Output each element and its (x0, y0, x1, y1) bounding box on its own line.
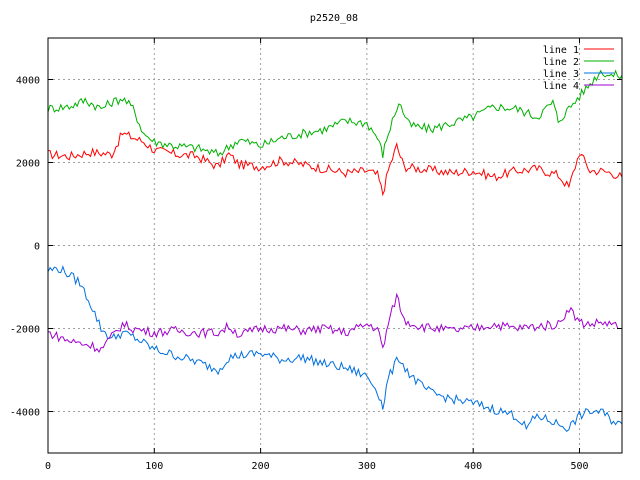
legend-label: line 4 (543, 81, 579, 92)
legend-label: line 3 (543, 69, 579, 80)
y-tick-label: -4000 (10, 408, 40, 419)
grid (48, 38, 622, 453)
series-line-3 (47, 265, 623, 432)
x-tick-label: 500 (570, 461, 588, 472)
y-tick-label: 0 (34, 242, 40, 253)
x-tick-label: 400 (464, 461, 482, 472)
x-tick-label: 100 (145, 461, 163, 472)
series-line-1 (48, 131, 623, 197)
y-tick-label: 4000 (16, 76, 40, 87)
series-line-4 (47, 292, 622, 354)
legend-label: line 2 (543, 57, 579, 68)
x-tick-label: 300 (358, 461, 376, 472)
series-layer (47, 69, 623, 432)
x-tick-label: 200 (252, 461, 270, 472)
legend-label: line 1 (543, 45, 579, 56)
y-tick-label: -2000 (10, 325, 40, 336)
chart-title: p2520_08 (310, 13, 358, 24)
series-line-2 (47, 69, 623, 158)
axis-ticks: 0 100 200 300 400 500 -4000 -2000 0 2000 4000 (10, 38, 622, 472)
x-tick-label: 0 (45, 461, 51, 472)
y-tick-label: 2000 (16, 159, 40, 170)
